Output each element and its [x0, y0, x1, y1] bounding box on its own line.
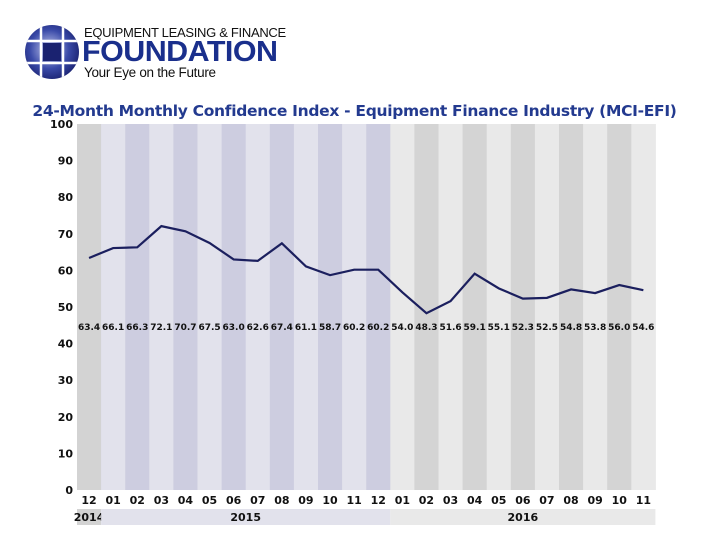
data-label: 63.0 [223, 323, 245, 333]
data-label: 60.2 [367, 323, 389, 333]
column-band [173, 124, 198, 490]
x-tick-label: 01 [105, 494, 120, 507]
data-label: 55.1 [488, 323, 510, 333]
x-tick-label: 04 [467, 494, 483, 507]
series-line [88, 224, 644, 315]
data-label: 62.6 [247, 323, 269, 333]
x-tick-label: 03 [154, 494, 169, 507]
x-tick-label: 11 [346, 494, 361, 507]
x-tick-label: 12 [371, 494, 386, 507]
data-label: 61.1 [295, 323, 317, 333]
column-band [245, 124, 271, 490]
column-band [149, 124, 174, 490]
column-band [559, 124, 584, 490]
x-tick-label: 10 [322, 494, 338, 507]
y-tick-label: 70 [58, 228, 74, 241]
column-band [221, 124, 247, 490]
x-tick-label: 08 [274, 494, 289, 507]
year-band [77, 509, 102, 525]
data-label: 67.4 [271, 323, 293, 333]
y-tick-label: 80 [58, 191, 74, 204]
chart-title: 24-Month Monthly Confidence Index - Equi… [32, 102, 677, 120]
year-band [390, 509, 656, 525]
data-label: 58.7 [319, 323, 341, 333]
column-band [510, 124, 536, 490]
data-label: 56.0 [608, 323, 630, 333]
column-band [269, 124, 295, 490]
logo-line1: EQUIPMENT LEASING & FINANCE [84, 25, 286, 40]
year-label: 2014 [74, 511, 105, 524]
data-label: 54.0 [391, 323, 413, 333]
y-tick-label: 40 [58, 338, 74, 351]
year-label: 2016 [508, 511, 539, 524]
year-band [101, 509, 391, 525]
x-tick-label: 12 [81, 494, 96, 507]
data-label: 60.2 [343, 323, 365, 333]
x-tick-label: 05 [491, 494, 506, 507]
column-band [366, 124, 391, 490]
x-tick-label: 06 [226, 494, 242, 507]
data-label: 63.4 [78, 323, 100, 333]
data-label: 48.3 [415, 323, 437, 333]
x-tick-label: 07 [250, 494, 265, 507]
data-label: 51.6 [439, 323, 461, 333]
data-label: 52.3 [512, 323, 534, 333]
year-label: 2015 [230, 511, 261, 524]
column-band [438, 124, 464, 490]
x-tick-label: 10 [612, 494, 628, 507]
column-band [534, 124, 560, 490]
data-label: 66.1 [102, 323, 124, 333]
y-tick-label: 50 [58, 301, 74, 314]
y-tick-label: 20 [58, 411, 74, 424]
column-band [342, 124, 367, 490]
data-label: 59.1 [464, 323, 486, 333]
column-band [631, 124, 656, 490]
data-label: 67.5 [198, 323, 220, 333]
data-label: 53.8 [584, 323, 606, 333]
y-tick-label: 60 [58, 264, 74, 277]
column-band [125, 124, 150, 490]
data-label: 70.7 [174, 323, 196, 333]
x-tick-label: 02 [419, 494, 434, 507]
x-tick-label: 09 [587, 494, 602, 507]
column-band [462, 124, 488, 490]
y-tick-label: 0 [65, 484, 73, 497]
y-tick-label: 90 [58, 155, 74, 168]
x-tick-label: 09 [298, 494, 313, 507]
data-label: 54.8 [560, 323, 582, 333]
column-band [77, 124, 102, 490]
x-tick-label: 05 [202, 494, 217, 507]
data-label: 72.1 [150, 323, 172, 333]
x-tick-label: 02 [130, 494, 145, 507]
x-tick-label: 08 [563, 494, 578, 507]
x-tick-label: 06 [515, 494, 531, 507]
column-band [583, 124, 608, 490]
y-tick-label: 100 [50, 118, 73, 131]
x-tick-label: 04 [178, 494, 194, 507]
column-band [390, 124, 415, 490]
column-band [486, 124, 512, 490]
data-label: 66.3 [126, 323, 148, 333]
y-tick-label: 30 [58, 374, 74, 387]
logo-tagline: Your Eye on the Future [84, 65, 216, 80]
column-band [293, 124, 319, 490]
x-tick-label: 11 [636, 494, 651, 507]
logo-name: FOUNDATION [82, 36, 278, 68]
y-tick-label: 10 [58, 447, 74, 460]
column-band [101, 124, 126, 490]
x-tick-label: 01 [395, 494, 410, 507]
foundation-logo-globe-icon [25, 25, 79, 79]
data-label: 52.5 [536, 323, 558, 333]
column-band [197, 124, 223, 490]
column-band [318, 124, 343, 490]
column-band [607, 124, 632, 490]
x-tick-label: 03 [443, 494, 458, 507]
x-tick-label: 07 [539, 494, 554, 507]
data-label: 54.6 [632, 323, 654, 333]
